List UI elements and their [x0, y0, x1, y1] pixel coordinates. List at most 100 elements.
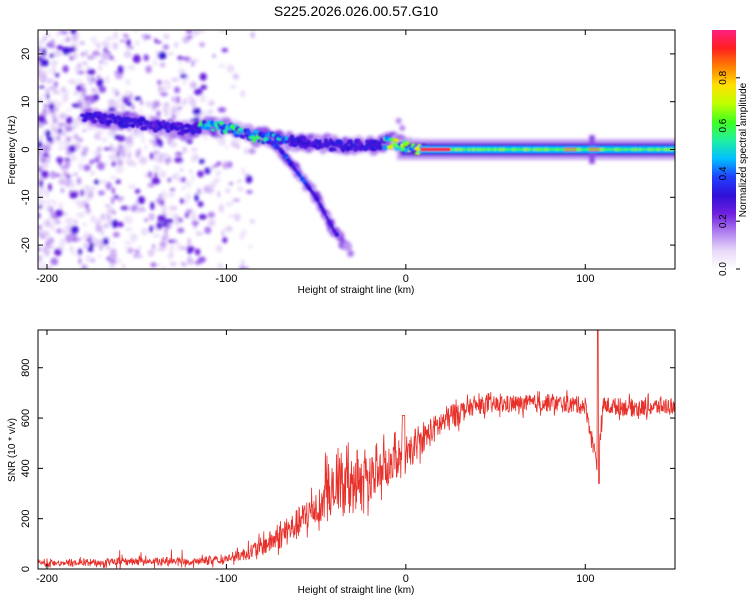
- noise-blob: [108, 265, 116, 269]
- noise-blob: [40, 170, 49, 179]
- noise-blob: [62, 65, 69, 73]
- noise-blob: [170, 261, 175, 265]
- noise-blob: [156, 110, 161, 118]
- tone-core: [165, 129, 171, 133]
- noise-blob: [202, 136, 209, 140]
- noise-blob: [39, 235, 46, 239]
- noise-blob: [195, 248, 201, 256]
- noise-blob: [68, 145, 77, 153]
- noise-blob: [41, 47, 47, 57]
- noise-blob: [131, 104, 135, 110]
- tone-core: [393, 138, 399, 142]
- noise-blob: [38, 157, 42, 164]
- noise-blob: [38, 247, 42, 252]
- branch-core: [314, 196, 320, 201]
- noise-blob: [135, 249, 140, 254]
- noise-blob: [195, 231, 203, 236]
- colorbar-tick-label: 0.0: [718, 262, 729, 276]
- noise-blob: [56, 136, 61, 140]
- noise-blob: [52, 66, 56, 75]
- noise-blob: [46, 218, 51, 228]
- noise-blob: [113, 31, 119, 40]
- noise-blob: [144, 145, 148, 150]
- noise-blob: [159, 170, 167, 179]
- y-tick-label: 200: [20, 510, 32, 528]
- noise-blob: [154, 171, 158, 179]
- noise-blob: [120, 205, 129, 211]
- noise-blob: [226, 161, 233, 168]
- noise-blob: [90, 170, 95, 176]
- noise-blob: [94, 134, 101, 140]
- spectrogram-x-ticks: -200 -100 0 100: [36, 30, 594, 285]
- tone-core: [130, 123, 136, 129]
- x-tick-label: 100: [576, 273, 594, 285]
- noise-blob: [174, 156, 183, 164]
- noise-blob: [228, 214, 236, 218]
- noise-blob: [38, 98, 43, 103]
- noise-blob: [153, 58, 157, 67]
- noise-blob: [173, 213, 179, 220]
- noise-blob: [233, 139, 242, 144]
- noise-blob: [68, 218, 73, 226]
- noise-blob: [97, 190, 105, 196]
- noise-blob: [204, 226, 212, 234]
- colorbar-gradient: [712, 30, 736, 269]
- noise-blob: [81, 264, 88, 269]
- noise-blob: [38, 45, 42, 49]
- noise-blob: [46, 33, 51, 37]
- noise-blob: [192, 107, 202, 116]
- noise-blob: [153, 165, 162, 172]
- noise-blob: [86, 68, 96, 76]
- noise-blob: [144, 53, 148, 62]
- noise-blob: [103, 147, 112, 151]
- noise-blob: [184, 212, 190, 218]
- noise-blob: [176, 95, 181, 105]
- noise-blob: [76, 70, 85, 75]
- noise-blob: [119, 39, 126, 43]
- noise-blob: [47, 110, 52, 114]
- noise-blob: [111, 187, 115, 194]
- spectrogram-y-ticks: -20 -10 0 10 20: [20, 48, 675, 253]
- noise-blob: [180, 177, 187, 183]
- noise-blob: [108, 252, 118, 260]
- tone-core: [328, 146, 334, 152]
- noise-blob: [85, 50, 88, 56]
- noise-blob: [152, 233, 161, 238]
- noise-blob: [134, 188, 141, 194]
- tone-core: [132, 117, 138, 121]
- noise-blob: [50, 170, 56, 179]
- noise-blob: [123, 34, 129, 38]
- noise-blob: [221, 229, 225, 237]
- colorbar-label: Normalized spectral amplitude: [738, 82, 749, 217]
- noise-blob: [241, 259, 245, 265]
- noise-blob: [162, 44, 170, 50]
- tone-core: [106, 119, 114, 124]
- noise-blob: [212, 164, 218, 168]
- noise-blob: [177, 227, 185, 234]
- noise-blob: [38, 262, 41, 269]
- noise-blob: [199, 42, 205, 47]
- noise-blob: [162, 221, 168, 227]
- noise-blob: [80, 51, 85, 57]
- noise-blob: [111, 196, 115, 205]
- branch-core: [316, 199, 320, 203]
- noise-blob: [197, 201, 204, 208]
- noise-blob: [185, 209, 193, 214]
- tone-core: [151, 121, 157, 125]
- noise-blob: [143, 34, 152, 40]
- noise-blob: [159, 155, 164, 164]
- noise-blob: [182, 146, 187, 154]
- noise-blob: [70, 225, 79, 235]
- noise-blob: [71, 103, 81, 108]
- noise-blob: [91, 259, 95, 263]
- snr-x-label: Height of straight line (km): [298, 585, 415, 596]
- noise-blob: [102, 237, 109, 246]
- noise-blob: [88, 76, 93, 86]
- x-tick-label: 0: [403, 273, 409, 285]
- noise-blob: [245, 175, 253, 184]
- noise-blob: [54, 72, 60, 78]
- colorbar-tick-label: 0.6: [718, 118, 729, 132]
- noise-blob: [230, 84, 237, 89]
- noise-blob: [122, 264, 125, 269]
- noise-blob: [69, 182, 76, 189]
